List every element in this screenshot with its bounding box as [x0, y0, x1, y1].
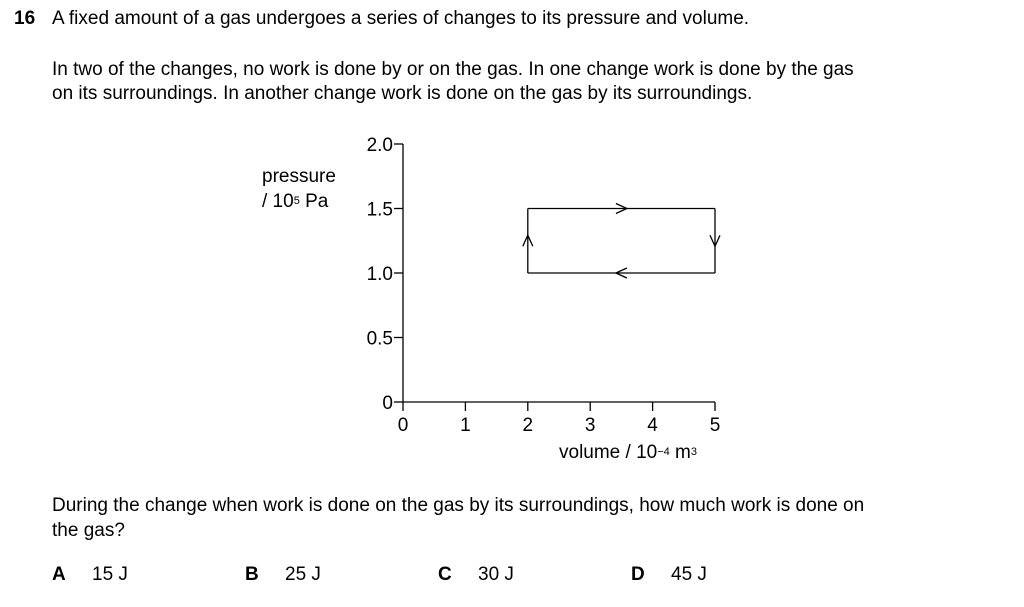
x-unit-exponent: −4 — [657, 446, 670, 458]
question-ask: During the change when work is done on t… — [52, 493, 1002, 543]
option-d-letter: D — [631, 564, 645, 585]
pv-cycle — [522, 202, 721, 279]
x-unit-power: 3 — [690, 446, 698, 458]
question-text: A fixed amount of a gas undergoes a seri… — [52, 8, 750, 29]
ask-line-2: the gas? — [52, 520, 125, 541]
x-axis-label: volume / 10−4 m3 — [559, 442, 697, 464]
chart-ticks: 0 1 2 3 4 5 0 0.5 1.0 1.5 2.0 — [367, 135, 721, 436]
y-unit-exponent: 5 — [293, 195, 300, 207]
y-unit-prefix: / 10 — [262, 191, 294, 212]
y-tick-label: 1.5 — [367, 200, 393, 221]
y-axis-label-quantity: pressure — [262, 166, 336, 187]
x-tick-label: 2 — [523, 415, 534, 436]
y-axis-label-unit: / 105 Pa — [262, 189, 336, 217]
option-b[interactable]: B 25 J — [245, 564, 321, 586]
y-tick-label: 0.5 — [367, 329, 393, 350]
question-number: 16 — [14, 8, 36, 29]
cycle-arrow — [522, 233, 534, 247]
x-tick-label: 0 — [398, 415, 409, 436]
question-context: In two of the changes, no work is done b… — [52, 58, 1002, 106]
context-line-1: In two of the changes, no work is done b… — [52, 59, 854, 80]
ask-line-1: During the change when work is done on t… — [52, 495, 865, 516]
cycle-arrow — [709, 234, 721, 248]
x-unit-name: m — [669, 442, 691, 463]
option-d-value: 45 J — [671, 564, 707, 585]
x-tick-label: 3 — [585, 415, 596, 436]
option-b-letter: B — [245, 564, 259, 585]
cycle-arrow — [614, 267, 628, 279]
option-a-value: 15 J — [92, 564, 128, 585]
y-tick-label: 0 — [382, 393, 393, 414]
x-tick-label: 4 — [647, 415, 658, 436]
option-c[interactable]: C 30 J — [438, 564, 514, 586]
cycle-arrow — [615, 202, 629, 215]
option-b-value: 25 J — [285, 564, 321, 585]
option-c-letter: C — [438, 564, 452, 585]
y-axis-label: pressure / 105 Pa — [262, 164, 336, 217]
y-tick-label: 1.0 — [367, 264, 393, 285]
option-a-letter: A — [52, 564, 66, 585]
option-c-value: 30 J — [478, 564, 514, 585]
x-unit-prefix: volume / 10 — [559, 442, 658, 463]
y-unit-name: Pa — [299, 191, 329, 212]
y-tick-label: 2.0 — [367, 135, 393, 156]
option-a[interactable]: A 15 J — [52, 564, 128, 586]
x-tick-label: 5 — [710, 415, 721, 436]
x-tick-label: 1 — [460, 415, 471, 436]
context-line-2: on its surroundings. In another change w… — [52, 83, 753, 104]
option-d[interactable]: D 45 J — [631, 564, 707, 586]
